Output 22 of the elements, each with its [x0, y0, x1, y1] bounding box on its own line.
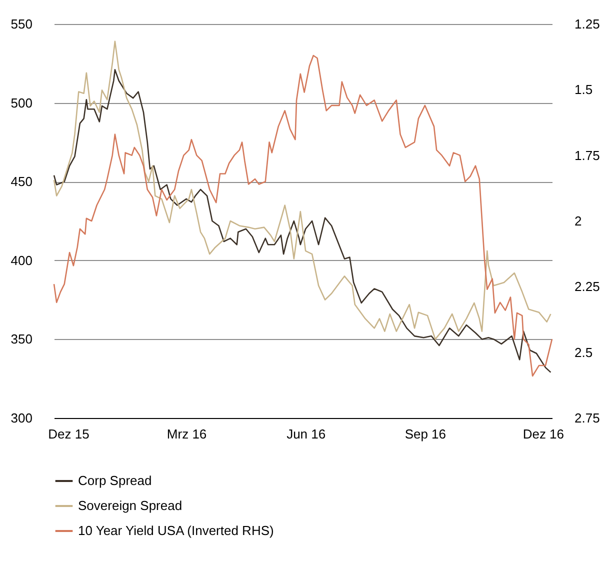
y-tick-label: 300: [10, 410, 32, 426]
y-tick-label: 350: [10, 332, 32, 347]
line-series: [53, 40, 552, 340]
y2-tick-label: 2.75: [574, 410, 600, 426]
y-tick-label: 450: [10, 174, 32, 190]
y2-tick-label: 2: [574, 214, 582, 228]
x-tick-label: Sep 16: [404, 426, 446, 442]
y2-tick-label: 1.75: [574, 148, 600, 163]
x-tick-label: Dez 16: [522, 426, 564, 442]
legend-label: 10 Year Yield USA (Inverted RHS): [78, 523, 274, 538]
x-tick-label: Dez 15: [48, 426, 90, 442]
y-tick-label: 400: [10, 252, 32, 268]
y2-tick-label: 1.5: [574, 82, 593, 98]
legend-label: Sovereign Spread: [78, 498, 182, 513]
y2-tick-label: 2.25: [574, 279, 600, 294]
y2-tick-label: 1.25: [574, 16, 600, 32]
y-tick-label: 550: [10, 16, 32, 32]
x-tick-label: Mrz 16: [166, 426, 207, 442]
x-tick-label: Jun 16: [286, 426, 326, 442]
y-tick-label: 500: [10, 95, 32, 110]
legend-label: Corp Spread: [78, 473, 152, 488]
y2-tick-label: 2.5: [574, 344, 593, 360]
